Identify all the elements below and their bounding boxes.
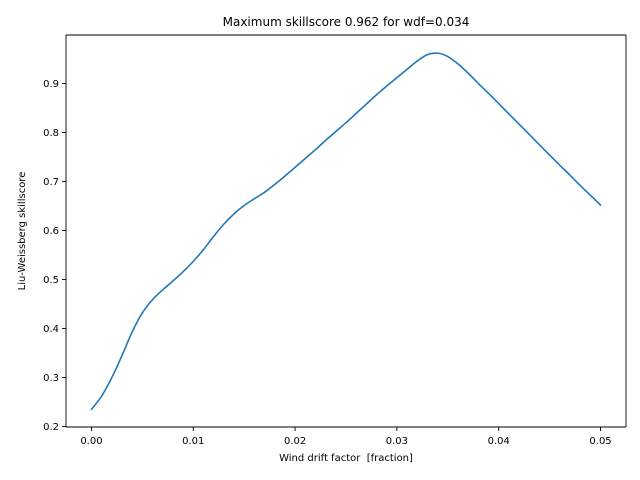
x-axis-label: Wind drift factor [fraction] bbox=[279, 453, 413, 464]
x-tick-label: 0.02 bbox=[284, 436, 306, 447]
series-layer bbox=[90, 52, 602, 411]
x-axis-ticks: 0.00 0.01 0.02 0.03 0.04 0.05 bbox=[80, 427, 612, 447]
y-tick-label: 0.6 bbox=[43, 226, 59, 237]
y-tick-label: 0.8 bbox=[43, 128, 59, 139]
plot-area bbox=[66, 35, 626, 427]
y-tick-label: 0.9 bbox=[43, 79, 59, 90]
y-tick-label: 0.2 bbox=[43, 422, 59, 433]
x-tick-label: 0.03 bbox=[386, 436, 408, 447]
y-axis-ticks: 0.2 0.3 0.4 0.5 0.6 0.7 0.8 0.9 bbox=[43, 79, 66, 433]
y-tick-label: 0.5 bbox=[43, 275, 59, 286]
chart-title: Maximum skillscore 0.962 for wdf=0.034 bbox=[223, 15, 470, 29]
series-line bbox=[90, 52, 602, 411]
y-tick-label: 0.3 bbox=[43, 373, 59, 384]
y-tick-label: 0.4 bbox=[43, 324, 59, 335]
x-tick-label: 0.00 bbox=[80, 436, 102, 447]
x-tick-label: 0.01 bbox=[182, 436, 204, 447]
x-tick-label: 0.04 bbox=[488, 436, 510, 447]
x-tick-label: 0.05 bbox=[589, 436, 611, 447]
y-axis-label: Liu-Weissberg skillscore bbox=[17, 172, 28, 291]
axes-frame bbox=[65, 34, 627, 428]
y-tick-label: 0.7 bbox=[43, 177, 59, 188]
